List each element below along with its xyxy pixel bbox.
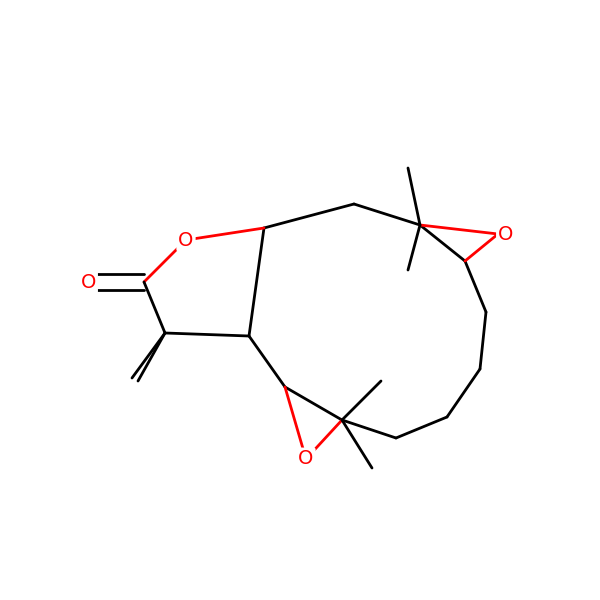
Text: O: O (80, 272, 96, 292)
Text: O: O (178, 230, 194, 250)
Text: O: O (298, 449, 314, 469)
Text: O: O (498, 224, 514, 244)
